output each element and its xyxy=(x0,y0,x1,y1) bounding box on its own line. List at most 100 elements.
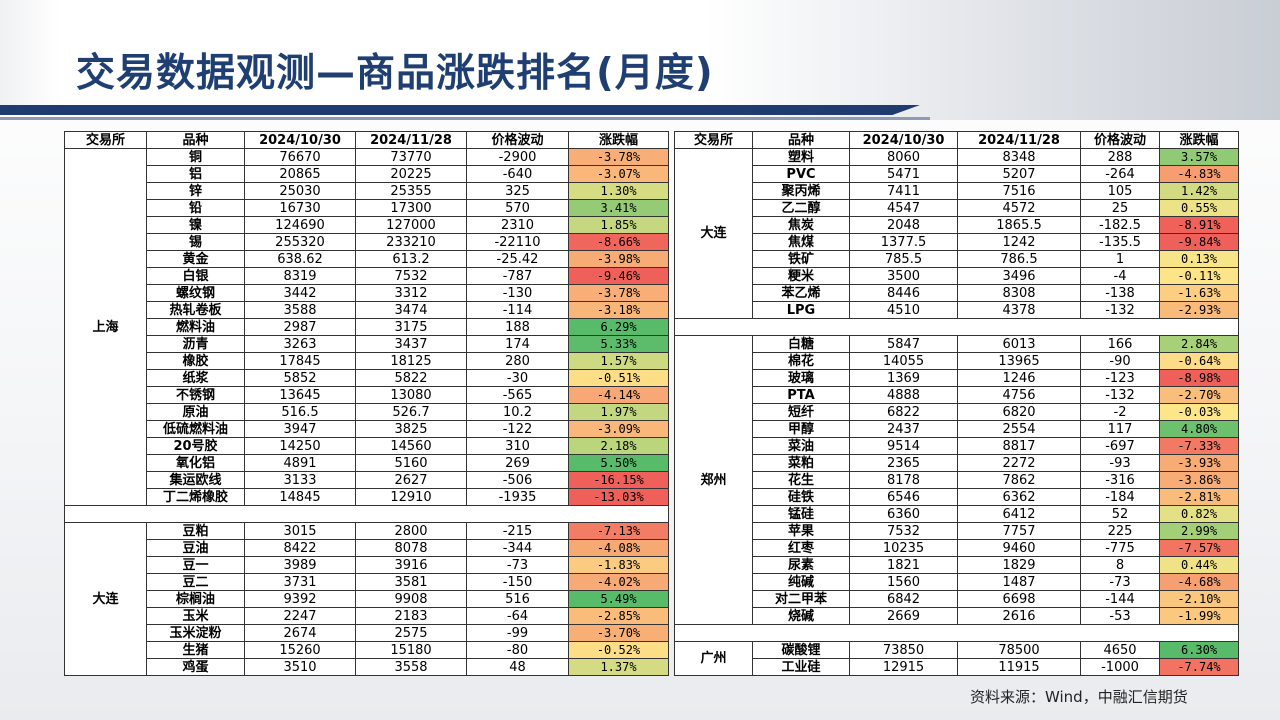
price-start-cell: 1560 xyxy=(849,573,958,591)
price-start-cell: 8446 xyxy=(849,284,958,302)
price-start-cell: 785.5 xyxy=(849,250,958,268)
price-start-cell: 4510 xyxy=(849,301,958,319)
price-change-cell: -344 xyxy=(466,539,569,557)
price-start-cell: 2674 xyxy=(244,624,356,642)
pct-change-cell: -3.70% xyxy=(568,624,669,642)
table-row: 上海铜 76670 73770 -2900 -3.78% xyxy=(64,148,669,506)
variety-cell: 燃料油 xyxy=(146,318,245,336)
table-row: 菜粕 2365 2272 -93 -3.93% xyxy=(675,454,1239,472)
price-change-cell: -1000 xyxy=(1080,658,1160,676)
variety-cell: 玉米淀粉 xyxy=(146,624,245,642)
price-start-cell: 6360 xyxy=(849,505,958,523)
table-row: 大连 豆粕 3015 2800 -215 -7.13% xyxy=(64,522,669,676)
price-end-cell: 2575 xyxy=(355,624,467,642)
variety-cell: 苯乙烯 xyxy=(752,284,850,302)
pct-change-cell: -2.93% xyxy=(1159,301,1239,319)
table-row: 生猪 15260 15180 -80 -0.52% xyxy=(65,641,669,659)
variety-cell: 豆粕 xyxy=(146,522,245,540)
price-change-cell: -184 xyxy=(1080,488,1160,506)
pct-change-cell: -0.51% xyxy=(568,369,669,387)
pct-change-cell: 1.30% xyxy=(568,182,669,200)
header-accent xyxy=(0,0,60,105)
price-end-cell: 8078 xyxy=(355,539,467,557)
table-row: 尿素 1821 1829 8 0.44% xyxy=(675,556,1239,574)
price-end-cell: 3496 xyxy=(957,267,1081,285)
header-date-end: 2024/11/28 xyxy=(355,131,467,149)
variety-cell: 焦煤 xyxy=(752,233,850,251)
exchange-cell: 上海 xyxy=(64,148,147,506)
price-end-cell: 73770 xyxy=(355,148,467,166)
pct-change-cell: -16.15% xyxy=(568,471,669,489)
price-start-cell: 3510 xyxy=(244,658,356,676)
price-end-cell: 6013 xyxy=(957,335,1081,353)
header-price-change: 价格波动 xyxy=(466,131,569,149)
table-row: 沥青 3263 3437 174 5.33% xyxy=(65,335,669,353)
price-start-cell: 3588 xyxy=(244,301,356,319)
price-start-cell: 17845 xyxy=(244,352,356,370)
pct-change-cell: 0.55% xyxy=(1159,199,1239,217)
price-change-cell: 570 xyxy=(466,199,569,217)
table-header-row: 交易所 品种 2024/10/30 2024/11/28 价格波动 涨跌幅 xyxy=(64,131,669,149)
pct-change-cell: -0.11% xyxy=(1159,267,1239,285)
price-change-cell: -215 xyxy=(466,522,569,540)
table-row: 镍 124690 127000 2310 1.85% xyxy=(65,216,669,234)
page-title: 交易数据观测—商品涨跌排名(月度) xyxy=(76,51,714,96)
price-start-cell: 4547 xyxy=(849,199,958,217)
variety-cell: 聚丙烯 xyxy=(752,182,850,200)
price-change-cell: -25.42 xyxy=(466,250,569,268)
price-end-cell: 9460 xyxy=(957,539,1081,557)
pct-change-cell: -1.63% xyxy=(1159,284,1239,302)
pct-change-cell: -4.14% xyxy=(568,386,669,404)
variety-cell: 玉米 xyxy=(146,607,245,625)
pct-change-cell: -3.78% xyxy=(568,284,669,302)
header-variety: 品种 xyxy=(752,131,850,149)
price-end-cell: 3437 xyxy=(355,335,467,353)
price-start-cell: 2048 xyxy=(849,216,958,234)
table-row: 豆二 3731 3581 -150 -4.02% xyxy=(65,573,669,591)
price-change-cell: 105 xyxy=(1080,182,1160,200)
variety-cell: 白银 xyxy=(146,267,245,285)
price-change-cell: 188 xyxy=(466,318,569,336)
price-end-cell: 3312 xyxy=(355,284,467,302)
price-end-cell: 526.7 xyxy=(355,403,467,421)
variety-cell: PVC xyxy=(752,165,850,183)
variety-cell: 甲醇 xyxy=(752,420,850,438)
exchange-cell: 广州 xyxy=(674,641,753,676)
table-row: 锡 255320 233210 -22110 -8.66% xyxy=(65,233,669,251)
table-row: 豆一 3989 3916 -73 -1.83% xyxy=(65,556,669,574)
table-row: 氧化铝 4891 5160 269 5.50% xyxy=(65,454,669,472)
header-price-change: 价格波动 xyxy=(1080,131,1160,149)
pct-change-cell: 1.57% xyxy=(568,352,669,370)
price-end-cell: 1829 xyxy=(957,556,1081,574)
price-end-cell: 2183 xyxy=(355,607,467,625)
price-change-cell: 310 xyxy=(466,437,569,455)
variety-cell: 锌 xyxy=(146,182,245,200)
pct-change-cell: 2.18% xyxy=(568,437,669,455)
variety-cell: 烧碱 xyxy=(752,607,850,625)
variety-cell: 棉花 xyxy=(752,352,850,370)
price-change-cell: -132 xyxy=(1080,386,1160,404)
price-end-cell: 15180 xyxy=(355,641,467,659)
price-end-cell: 1865.5 xyxy=(957,216,1081,234)
pct-change-cell: 1.97% xyxy=(568,403,669,421)
price-start-cell: 638.62 xyxy=(244,250,356,268)
price-end-cell: 613.2 xyxy=(355,250,467,268)
variety-cell: 纯碱 xyxy=(752,573,850,591)
table-row: 铁矿 785.5 786.5 1 0.13% xyxy=(675,250,1239,268)
price-change-cell: 117 xyxy=(1080,420,1160,438)
price-change-cell: -787 xyxy=(466,267,569,285)
variety-cell: 塑料 xyxy=(752,148,850,166)
pct-change-cell: -4.83% xyxy=(1159,165,1239,183)
table-row: 螺纹钢 3442 3312 -130 -3.78% xyxy=(65,284,669,302)
price-end-cell: 25355 xyxy=(355,182,467,200)
price-change-cell: -144 xyxy=(1080,590,1160,608)
price-change-cell: -264 xyxy=(1080,165,1160,183)
price-start-cell: 3133 xyxy=(244,471,356,489)
price-change-cell: 280 xyxy=(466,352,569,370)
pct-change-cell: -3.98% xyxy=(568,250,669,268)
table-row: 甲醇 2437 2554 117 4.80% xyxy=(675,420,1239,438)
pct-change-cell: -7.33% xyxy=(1159,437,1239,455)
price-end-cell: 17300 xyxy=(355,199,467,217)
table-row: 铅 16730 17300 570 3.41% xyxy=(65,199,669,217)
table-row: 广州 碳酸锂 73850 78500 4650 6.30% xyxy=(674,641,1239,676)
